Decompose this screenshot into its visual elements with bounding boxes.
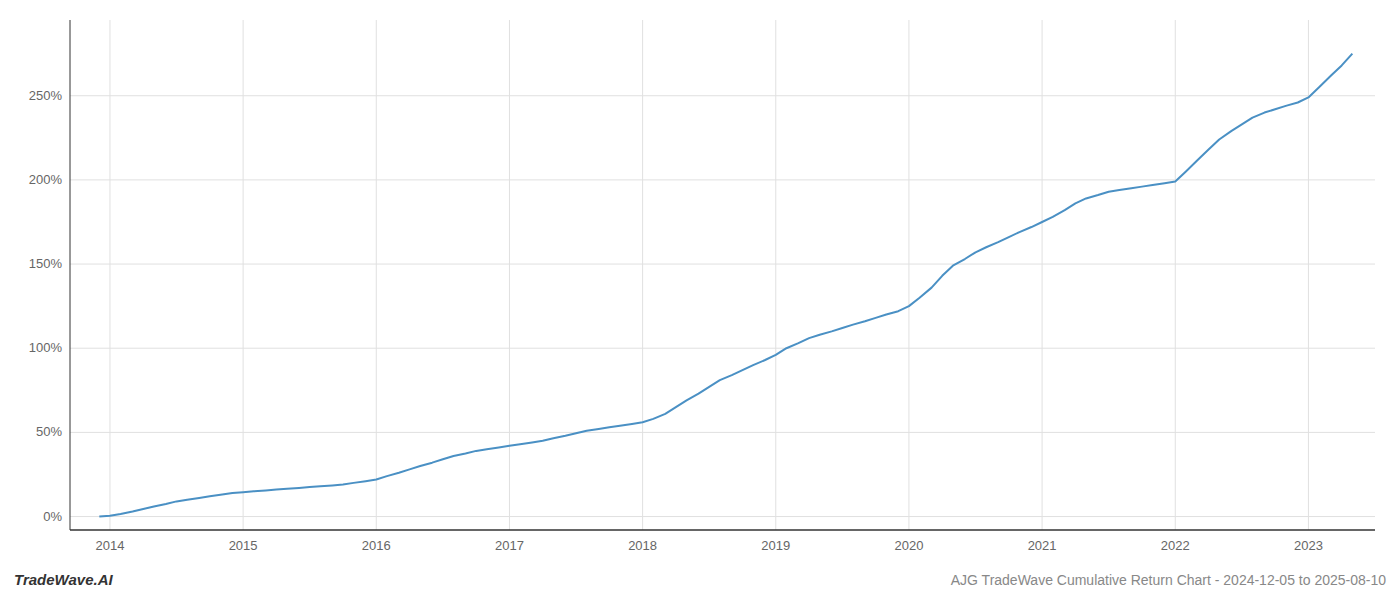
x-tick-label: 2015	[229, 538, 258, 553]
x-tick-label: 2020	[894, 538, 923, 553]
x-tick-label: 2022	[1161, 538, 1190, 553]
x-tick-label: 2017	[495, 538, 524, 553]
data-group	[99, 54, 1352, 517]
ticks: 2014 2015 2016 2017 2018 2019 2020 2021 2022 2023…	[29, 88, 1323, 553]
x-grid-line	[376, 20, 377, 530]
x-axis-line	[70, 529, 1375, 531]
grid	[70, 20, 1375, 530]
x-tick-label: 2021	[1028, 538, 1057, 553]
watermark: TradeWave.AI	[14, 571, 113, 588]
x-tick-label: 2019	[761, 538, 790, 553]
y-grid-line	[70, 516, 1375, 517]
title: AJG TradeWave Cumulative Return Chart - …	[951, 572, 1386, 588]
x-grid-line	[1042, 20, 1043, 530]
y-tick-label: 250%	[29, 88, 63, 103]
y-tick-label: 100%	[29, 340, 63, 355]
x-tick-label: 2023	[1294, 538, 1323, 553]
x-grid-line	[109, 20, 110, 530]
x-tick-label: 2018	[628, 538, 657, 553]
line	[99, 54, 1352, 517]
y-tick-label: 150%	[29, 256, 63, 271]
x-grid-line	[243, 20, 244, 530]
x-grid-line	[775, 20, 776, 530]
x-grid-line	[642, 20, 643, 530]
x-grid-line	[1175, 20, 1176, 530]
x-tick-label: 2014	[95, 538, 124, 553]
y-grid-line	[70, 95, 1375, 96]
y-grid-line	[70, 432, 1375, 433]
chart: 2014 2015 2016 2017 2018 2019 2020 2021 2022 2023…	[0, 0, 1400, 600]
x-grid-line	[908, 20, 909, 530]
y-tick-label: 0%	[43, 509, 62, 524]
y-grid-line	[70, 264, 1375, 265]
x-tick-label: 2016	[362, 538, 391, 553]
y-grid-line	[70, 348, 1375, 349]
y-grid-line	[70, 179, 1375, 180]
x-grid-line	[509, 20, 510, 530]
y-axis-line	[70, 20, 71, 530]
y-tick-label: 50%	[36, 424, 62, 439]
y-tick-label: 200%	[29, 172, 63, 187]
